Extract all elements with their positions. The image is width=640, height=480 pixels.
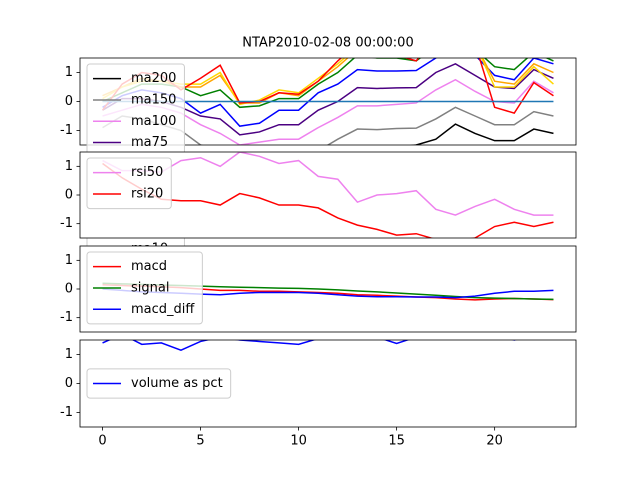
chart-title: NTAP2010-02-08 00:00:00: [242, 36, 413, 51]
y-tick-label: 0: [65, 282, 73, 297]
y-tick-label: 1: [65, 159, 73, 174]
y-tick-label: -1: [60, 216, 73, 231]
legend-label: macd_diff: [131, 302, 195, 317]
y-tick-label: 0: [65, 94, 73, 109]
y-tick-label: -1: [60, 310, 73, 325]
y-tick-label: 1: [65, 253, 73, 268]
subplot: -1 0 1 rsi50 rsi20: [60, 151, 577, 239]
y-tick-label: 1: [65, 347, 73, 362]
legend: macd signal macd_diff: [86, 251, 203, 325]
y-tick-label: 1: [65, 65, 73, 80]
legend-label: ma100: [131, 114, 176, 129]
x-tick-label: 5: [196, 434, 204, 449]
y-tick-label: 0: [65, 376, 73, 391]
legend-label: volume as pct: [131, 376, 223, 391]
legend-label: macd: [131, 259, 167, 274]
legend-label: rsi20: [131, 186, 163, 201]
y-tick-label: -1: [60, 123, 73, 138]
line-series: [102, 152, 554, 216]
legend-box: [86, 251, 203, 325]
legend-box: [86, 157, 172, 210]
y-tick-label: 0: [65, 188, 73, 203]
line-series: [102, 162, 554, 238]
legend-label: ma200: [131, 71, 176, 86]
legend-label: signal: [131, 280, 169, 295]
x-tick-label: 15: [388, 434, 405, 449]
subplot: -1 0 1 macd signal macd_diff: [60, 245, 577, 333]
y-tick-label: -1: [60, 405, 73, 420]
x-tick-label: 0: [98, 434, 106, 449]
legend-label: ma150: [131, 92, 176, 107]
legend-box: [86, 368, 232, 399]
legend: rsi50 rsi20: [86, 157, 172, 210]
x-tick-label: 20: [486, 434, 503, 449]
legend: volume as pct: [86, 368, 232, 399]
line-series: [102, 340, 517, 351]
legend-label: ma75: [131, 135, 168, 150]
x-tick-label: 10: [290, 434, 307, 449]
legend-label: rsi50: [131, 165, 163, 180]
line-series: [409, 123, 554, 145]
